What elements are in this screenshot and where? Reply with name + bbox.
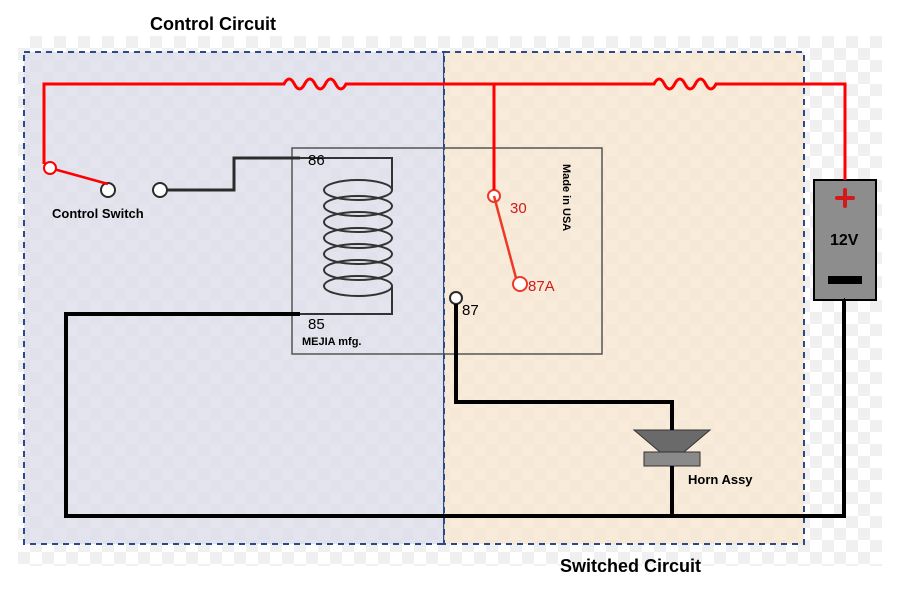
- terminal-87: [450, 292, 462, 304]
- pin-87a-label: 87A: [528, 278, 555, 295]
- switch-terminal-b: [153, 183, 167, 197]
- pin-86-label: 86: [308, 152, 325, 169]
- made-in-label: Made in USA: [560, 164, 572, 231]
- control-circuit-title: Control Circuit: [150, 14, 276, 35]
- switch-terminal-a: [101, 183, 115, 197]
- battery-minus-icon: [828, 276, 862, 284]
- pin-30-label: 30: [510, 200, 527, 217]
- circuit-svg: [0, 0, 900, 600]
- switched-circuit-box: [444, 52, 804, 544]
- pin-87-label: 87: [462, 302, 479, 319]
- battery-voltage-label: 12V: [830, 232, 858, 250]
- horn-label: Horn Assy: [688, 472, 753, 487]
- control-circuit-box: [24, 52, 444, 544]
- mfg-label: MEJIA mfg.: [302, 336, 362, 348]
- diagram-stage: Control Circuit Switched Circuit Control…: [0, 0, 900, 600]
- control-switch-label: Control Switch: [52, 206, 144, 221]
- pin-85-label: 85: [308, 316, 325, 333]
- switched-circuit-title: Switched Circuit: [560, 556, 701, 577]
- terminal-87a: [513, 277, 527, 291]
